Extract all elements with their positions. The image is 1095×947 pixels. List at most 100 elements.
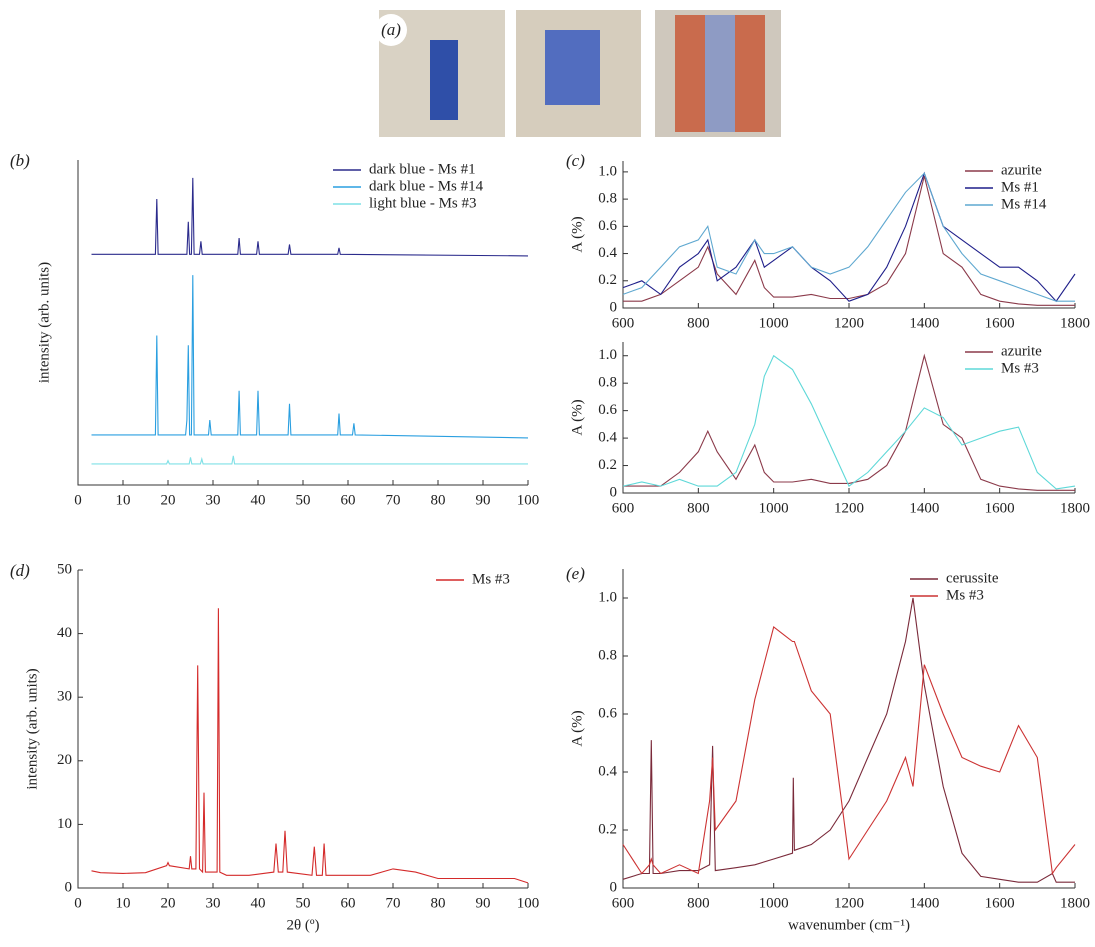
y-axis-label: intensity (arb. units) — [24, 668, 40, 789]
y-tick-label: 0.8 — [598, 375, 617, 391]
legend-label: azurite — [1001, 343, 1042, 359]
y-tick-label: 0.2 — [598, 821, 617, 837]
panel-label: (e) — [566, 564, 585, 583]
y-tick-label: 0.4 — [598, 763, 617, 779]
x-axis-label: wavenumber (cm⁻¹) — [788, 917, 910, 933]
panel-label: (b) — [10, 151, 30, 170]
x-tick-label: 1800 — [1060, 315, 1090, 331]
y-tick-label: 0.4 — [598, 430, 617, 446]
data-line — [622, 354, 1076, 490]
data-line — [91, 177, 529, 257]
y-axis-label: A (%) — [569, 399, 585, 435]
y-tick-label: 0.4 — [598, 245, 617, 261]
x-tick-label: 0 — [74, 492, 82, 508]
x-tick-label: 20 — [161, 492, 176, 508]
x-tick-label: 600 — [612, 315, 635, 331]
x-tick-label: 90 — [476, 492, 491, 508]
y-tick-label: 20 — [57, 752, 72, 768]
y-tick-label: 0.6 — [598, 218, 617, 234]
y-tick-label: 0 — [610, 299, 618, 315]
legend-label: Ms #3 — [946, 587, 984, 603]
x-tick-label: 1200 — [834, 500, 864, 516]
x-tick-label: 1400 — [909, 500, 939, 516]
x-tick-label: 1600 — [985, 500, 1015, 516]
photo-strip: (a) — [375, 10, 781, 137]
x-tick-label: 1600 — [985, 315, 1015, 331]
y-tick-label: 0.6 — [598, 705, 617, 721]
y-tick-label: 30 — [57, 689, 72, 705]
x-tick-label: 70 — [386, 895, 401, 911]
y-tick-label: 0.6 — [598, 402, 617, 418]
x-tick-label: 30 — [206, 492, 221, 508]
x-tick-label: 80 — [431, 492, 446, 508]
panel-label: (d) — [10, 561, 30, 580]
axis-line — [622, 569, 1075, 889]
x-tick-label: 1400 — [909, 895, 939, 911]
x-tick-label: 50 — [296, 492, 311, 508]
x-tick-label: 30 — [206, 895, 221, 911]
x-tick-label: 1600 — [985, 895, 1015, 911]
photo-detail — [705, 15, 735, 132]
data-line — [91, 608, 529, 884]
y-tick-label: 0.2 — [598, 457, 617, 473]
x-tick-label: 1200 — [834, 315, 864, 331]
y-tick-label: 0 — [65, 879, 73, 895]
x-tick-label: 1000 — [759, 315, 789, 331]
y-axis-label: A (%) — [569, 216, 585, 252]
x-tick-label: 600 — [612, 500, 635, 516]
x-tick-label: 10 — [116, 895, 131, 911]
x-tick-label: 0 — [74, 895, 82, 911]
x-tick-label: 50 — [296, 895, 311, 911]
x-tick-label: 800 — [687, 500, 710, 516]
x-tick-label: 70 — [386, 492, 401, 508]
x-tick-label: 600 — [612, 895, 635, 911]
legend-label: azurite — [1001, 162, 1042, 178]
legend-label: Ms #3 — [472, 571, 510, 587]
data-line — [91, 275, 529, 439]
photo-detail — [545, 30, 600, 105]
x-tick-label: 60 — [341, 895, 356, 911]
x-tick-label: 100 — [517, 492, 540, 508]
x-tick-label: 1000 — [759, 895, 789, 911]
panel-label: (c) — [566, 151, 585, 170]
x-tick-label: 1400 — [909, 315, 939, 331]
photo-detail — [735, 15, 765, 132]
x-tick-label: 800 — [687, 895, 710, 911]
y-axis-label: intensity (arb. units) — [36, 262, 52, 383]
photo-detail — [675, 15, 705, 132]
y-tick-label: 10 — [57, 816, 72, 832]
y-tick-label: 1.0 — [598, 163, 617, 179]
y-tick-label: 1.0 — [598, 589, 617, 605]
x-tick-label: 60 — [341, 492, 356, 508]
x-tick-label: 1800 — [1060, 895, 1090, 911]
x-tick-label: 1000 — [759, 500, 789, 516]
legend-label: Ms #14 — [1001, 196, 1047, 212]
x-tick-label: 10 — [116, 492, 131, 508]
panel-label: (a) — [381, 20, 401, 39]
x-tick-label: 1800 — [1060, 500, 1090, 516]
y-tick-label: 0 — [610, 484, 618, 500]
x-tick-label: 40 — [251, 895, 266, 911]
label-badge — [375, 14, 407, 46]
data-line — [622, 172, 1075, 302]
legend-label: cerussite — [946, 570, 999, 586]
data-line — [622, 626, 1076, 876]
y-tick-label: 0.2 — [598, 272, 617, 288]
data-line — [622, 171, 1076, 303]
data-line — [623, 175, 1075, 306]
x-tick-label: 40 — [251, 492, 266, 508]
x-axis-label: 2θ (º) — [286, 917, 319, 933]
x-tick-label: 80 — [431, 895, 446, 911]
y-tick-label: 0.8 — [598, 191, 617, 207]
legend-label: Ms #1 — [1001, 179, 1039, 195]
y-tick-label: 40 — [57, 625, 72, 641]
y-tick-label: 0.8 — [598, 647, 617, 663]
legend-label: light blue - Ms #3 — [369, 195, 477, 211]
photo-detail — [430, 40, 458, 120]
y-tick-label: 1.0 — [598, 347, 617, 363]
x-tick-label: 100 — [517, 895, 540, 911]
y-tick-label: 50 — [57, 561, 72, 577]
x-tick-label: 1200 — [834, 895, 864, 911]
x-tick-label: 90 — [476, 895, 491, 911]
